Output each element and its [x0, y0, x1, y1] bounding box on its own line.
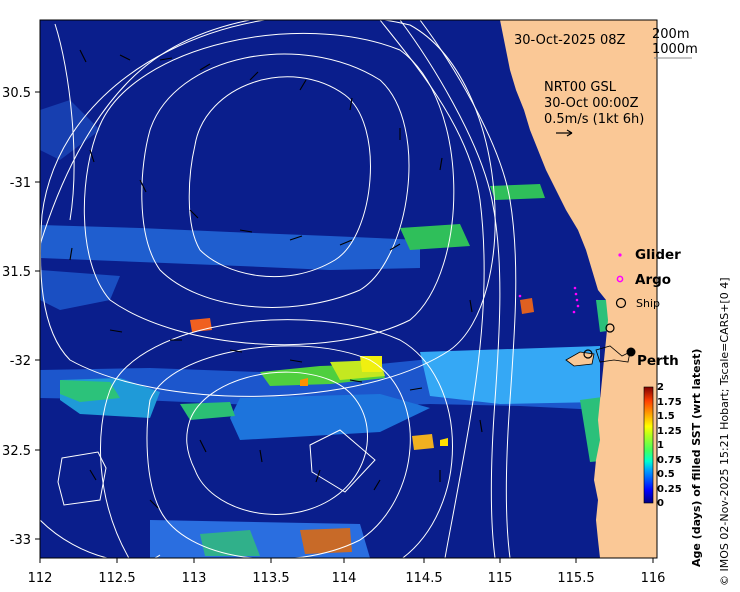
- y-tick-label: 30.5: [2, 86, 31, 101]
- x-tick-label: 114.5: [405, 571, 442, 586]
- current-scale-arrow: [556, 129, 573, 137]
- x-tick-label: 114: [332, 571, 357, 586]
- colorbar-tick: 1.75: [657, 397, 682, 408]
- colorbar-tick: 0: [657, 498, 664, 509]
- x-tick-label: 115: [488, 571, 513, 586]
- argo-legend-label: Argo: [635, 272, 671, 288]
- colorbar-tick: 0.75: [657, 455, 682, 466]
- colorbar-tick: 0.25: [657, 484, 682, 495]
- current-source-label: NRT00 GSL: [544, 80, 617, 95]
- x-tick-label: 113.5: [252, 571, 289, 586]
- colorbar-tick: 1: [657, 440, 664, 451]
- colorbar-tick: 1.5: [657, 411, 675, 422]
- current-scale-label: 0.5m/s (1kt 6h): [544, 112, 644, 127]
- colorbar-tick: 2: [657, 382, 664, 393]
- argo-legend-marker: [616, 275, 624, 283]
- x-tick-label: 113: [182, 571, 207, 586]
- glider-legend-marker: [618, 253, 622, 257]
- map-plot-area: [40, 20, 657, 558]
- perth-label: Perth: [637, 353, 679, 369]
- x-axis: 112 112.5 113 113.5 114 114.5 115 115.5 …: [28, 558, 666, 586]
- current-time-label: 30-Oct 00:00Z: [544, 96, 639, 111]
- colorbar: 0 0.25 0.5 0.75 1 1.25 1.5 1.75 2: [643, 382, 682, 509]
- rottnest-island: [565, 351, 595, 367]
- glider-legend-label: Glider: [635, 247, 681, 263]
- ship-legend-marker: [615, 297, 627, 309]
- colorbar-label: Age (days) of filled SST (wrt latest): [690, 349, 703, 567]
- x-tick-label: 115.5: [557, 571, 594, 586]
- glider-track: [518, 286, 580, 314]
- y-tick-label: -32: [10, 354, 31, 369]
- y-tick-label: 32.5: [2, 444, 31, 459]
- contour-lines: [40, 20, 517, 558]
- y-tick-label: 31.5: [2, 265, 31, 280]
- coastline-detail: [595, 345, 631, 363]
- colorbar-tick: 0.5: [657, 469, 675, 480]
- contour-legend-200m: 200m: [652, 27, 689, 42]
- y-axis: 30.5 -31 31.5 -32 32.5 -33: [2, 86, 40, 548]
- land-mass: [500, 20, 657, 558]
- x-tick-label: 112: [28, 571, 53, 586]
- sst-age-patches: [40, 100, 614, 558]
- plot-frame: [39, 19, 658, 559]
- current-vectors: [69, 49, 483, 509]
- y-tick-label: -31: [10, 176, 31, 191]
- x-tick-label: 116: [641, 571, 666, 586]
- colorbar-tick: 1.25: [657, 426, 682, 437]
- date-label: 30-Oct-2025 08Z: [514, 33, 626, 48]
- y-tick-label: -33: [10, 533, 31, 548]
- credit-text: © IMOS 02-Nov-2025 15:21 Hobart; Tscale=…: [718, 277, 731, 586]
- ship-markers: [583, 323, 615, 359]
- contour-legend-1000m: 1000m: [652, 42, 698, 57]
- perth-marker: [626, 347, 636, 357]
- colorbar-gradient: [643, 386, 654, 504]
- x-tick-label: 112.5: [98, 571, 135, 586]
- ship-legend-label: Ship: [636, 297, 660, 310]
